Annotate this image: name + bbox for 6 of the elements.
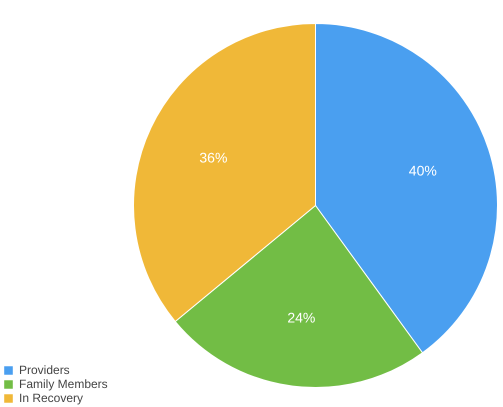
legend-label: Family Members: [19, 377, 108, 391]
data-label: 40%: [408, 162, 437, 179]
legend-label: In Recovery: [19, 391, 84, 405]
data-label: 24%: [287, 309, 316, 326]
data-label: 36%: [199, 149, 228, 166]
legend-label: Providers: [19, 363, 70, 377]
